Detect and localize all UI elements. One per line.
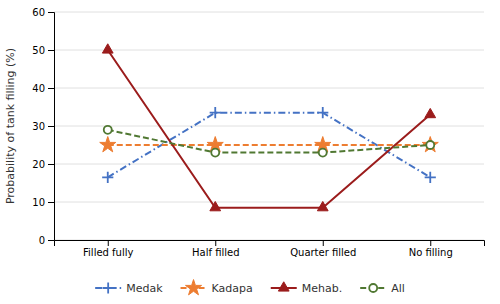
legend-item: All: [360, 282, 405, 295]
y-tick: 10: [32, 197, 54, 208]
y-tick-mark: [48, 50, 54, 51]
x-tick-label: Filled fully: [83, 247, 133, 258]
legend-label: Mehab.: [302, 282, 342, 295]
x-tick: Filled fully: [83, 240, 133, 258]
x-tick-label: No filling: [409, 247, 453, 258]
point: [210, 107, 221, 118]
y-tick-label: 60: [32, 7, 45, 18]
x-tick-mark: [215, 240, 216, 246]
grid: [54, 12, 484, 240]
point: [425, 172, 436, 183]
x-tick-mark: [108, 240, 109, 246]
plot: 0 10 20 30 40 50 60 Filled fully Half filled Quar…: [32, 7, 484, 258]
grid-line: [54, 126, 484, 127]
y-tick-label: 10: [32, 197, 45, 208]
x-tick-mark: [323, 240, 324, 246]
chart: 0 10 20 30 40 50 60 Filled fully Half filled Quar…: [0, 0, 500, 304]
point: [426, 141, 434, 149]
y-tick: 60: [32, 7, 54, 18]
legend-marker: [185, 280, 201, 295]
legend: Medak Kadapa Mehab. All: [95, 280, 405, 295]
x-tick-label: Quarter filled: [290, 247, 356, 258]
y-tick-mark: [48, 12, 54, 13]
legend-marker: [103, 282, 114, 293]
series-line: [108, 144, 431, 146]
legend-marker: [278, 282, 289, 291]
series: [102, 107, 436, 183]
chart-container: 0 10 20 30 40 50 60 Filled fully Half filled Quar…: [0, 0, 500, 304]
y-tick-label: 0: [39, 235, 45, 246]
y-tick: 30: [32, 121, 54, 132]
x-tick: No filling: [409, 240, 453, 258]
grid-line: [54, 88, 484, 89]
x-axis-line: [55, 241, 485, 247]
y-axis: 0 10 20 30 40 50 60: [32, 7, 54, 246]
grid-line: [54, 50, 484, 51]
legend-label: All: [391, 282, 405, 295]
x-tick-mark: [430, 240, 431, 246]
point: [425, 108, 436, 117]
legend-item: Kadapa: [181, 280, 253, 295]
y-axis-line: [48, 13, 55, 241]
y-tick: 50: [32, 45, 54, 56]
point: [104, 126, 112, 134]
point: [422, 137, 438, 152]
legend-item: Mehab.: [271, 282, 342, 295]
y-tick-label: 20: [32, 159, 45, 170]
point: [317, 201, 328, 210]
series-line: [108, 50, 431, 208]
y-tick-label: 50: [32, 45, 45, 56]
point: [210, 201, 221, 210]
x-axis: Filled fully Half filled Quarter filled No …: [55, 240, 485, 258]
series: [102, 44, 435, 211]
y-tick-label: 30: [32, 121, 45, 132]
y-tick-mark: [48, 240, 54, 241]
legend-marker: [369, 284, 377, 292]
grid-line: [54, 164, 484, 165]
marks: [100, 44, 439, 211]
grid-line: [54, 202, 484, 203]
point: [211, 149, 219, 157]
x-tick-label: Half filled: [192, 247, 239, 258]
series-line: [108, 130, 431, 153]
x-tick: Quarter filled: [290, 240, 356, 258]
y-tick: 0: [39, 235, 54, 246]
y-tick-mark: [48, 164, 54, 165]
y-tick-mark: [48, 88, 54, 89]
legend-label: Medak: [126, 282, 163, 295]
point: [102, 172, 113, 183]
y-tick: 20: [32, 159, 54, 170]
legend-label: Kadapa: [212, 282, 253, 295]
y-tick-mark: [48, 202, 54, 203]
legend-item: Medak: [95, 282, 163, 295]
series: [104, 126, 434, 157]
point: [317, 107, 328, 118]
y-tick-label: 40: [32, 83, 45, 94]
x-tick: Half filled: [192, 240, 239, 258]
point: [102, 44, 113, 53]
y-tick-mark: [48, 126, 54, 127]
y-axis-title: Probability of tank filling (%): [4, 48, 17, 204]
series: [100, 137, 439, 152]
y-tick: 40: [32, 83, 54, 94]
point: [100, 137, 116, 152]
grid-line: [54, 12, 484, 13]
point: [319, 149, 327, 157]
